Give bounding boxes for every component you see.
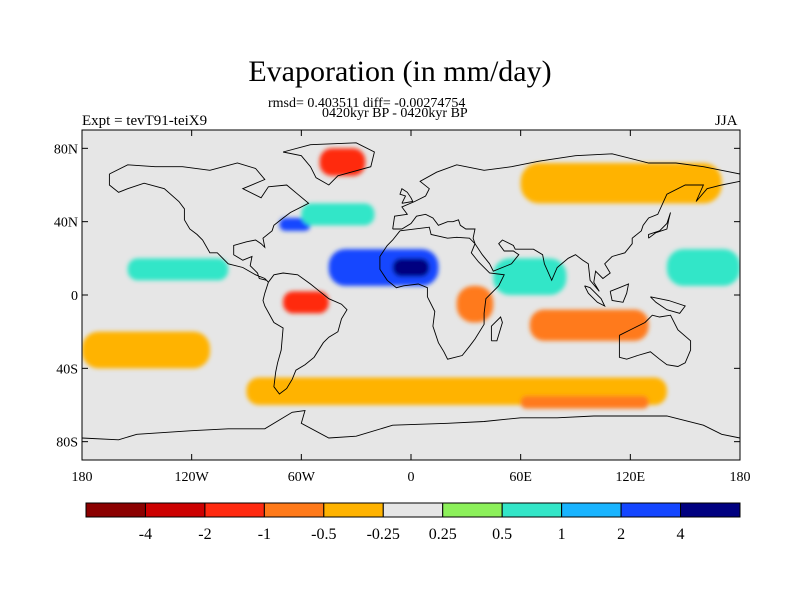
- season-label: JJA: [715, 113, 738, 129]
- colorbar-swatch: [382, 502, 444, 518]
- experiment-label: Expt = tevT91-teiX9: [82, 113, 208, 129]
- coastlines: [82, 142, 740, 441]
- lat-tick-label: 40S: [56, 362, 78, 377]
- coastline: [108, 162, 310, 283]
- colorbar-swatch: [144, 502, 206, 518]
- colorbar-swatch: [263, 502, 325, 518]
- colorbar-label: -0.5: [311, 526, 336, 543]
- colorbar-swatch: [501, 502, 563, 518]
- colorbar-swatch: [85, 502, 146, 518]
- lon-tick-label: 60E: [509, 470, 532, 485]
- field-region: [392, 258, 430, 277]
- colorbar-swatch: [204, 502, 265, 518]
- field-region: [319, 148, 366, 176]
- lat-tick-label: 80N: [54, 142, 78, 157]
- coastline: [82, 409, 740, 441]
- lat-tick-label: 40N: [54, 216, 78, 231]
- lon-tick-label: 60W: [288, 470, 316, 485]
- field-region: [127, 258, 229, 281]
- field-region: [82, 331, 210, 369]
- period-subtitle: 0420kyr BP - 0420kyr BP: [322, 106, 468, 121]
- colorbar: [85, 502, 741, 518]
- field-region: [283, 291, 329, 314]
- colorbar-label: -0.25: [367, 526, 400, 543]
- evaporation-field: [82, 148, 740, 409]
- map-frame: [81, 129, 741, 461]
- coastline: [648, 212, 671, 239]
- lat-tick-label: 80S: [56, 436, 78, 451]
- colorbar-label: 0.5: [492, 526, 512, 543]
- axis-tick-labels: 80N 40N 0 40S 80S 180 120W 60W 0 60E 120E 180: [54, 142, 751, 485]
- field-region: [456, 285, 494, 323]
- colorbar-label: -1: [258, 526, 271, 543]
- colorbar-swatch: [680, 502, 741, 518]
- plot-title: Evaporation (in mm/day): [248, 55, 552, 88]
- colorbar-label: 1: [558, 526, 566, 543]
- stats-subtitle: rmsd= 0.403511 diff= -0.00274754: [268, 96, 466, 111]
- coastline: [618, 314, 692, 367]
- coastline: [609, 283, 630, 303]
- coastline: [392, 180, 740, 292]
- coastline: [490, 316, 503, 342]
- lon-tick-label: 120W: [175, 470, 210, 485]
- coastline: [282, 142, 375, 186]
- field-region: [520, 163, 722, 204]
- field-region: [520, 395, 649, 409]
- coastline: [584, 285, 606, 308]
- colorbar-swatch: [620, 502, 682, 518]
- lon-tick-label: 180: [72, 470, 93, 485]
- field-region: [301, 203, 375, 226]
- field-region: [493, 258, 567, 295]
- colorbar-label: 4: [677, 526, 685, 543]
- coastline: [392, 153, 740, 230]
- colorbar-swatch: [561, 502, 622, 518]
- coastline: [650, 296, 686, 314]
- colorbar-swatch: [323, 502, 384, 518]
- lon-tick-label: 120E: [616, 470, 646, 485]
- colorbar-labels: -4 -2 -1 -0.5 -0.25 0.25 0.5 1 2 4: [139, 526, 685, 543]
- colorbar-swatch: [442, 502, 503, 518]
- colorbar-label: -4: [139, 526, 152, 543]
- colorbar-label: -2: [198, 526, 211, 543]
- colorbar-label: 2: [617, 526, 625, 543]
- colorbar-label: 0.25: [429, 526, 457, 543]
- coastline: [379, 226, 505, 360]
- lat-tick-label: 0: [71, 289, 78, 304]
- lon-tick-label: 180: [730, 470, 751, 485]
- field-region: [279, 218, 311, 231]
- coastline: [262, 272, 348, 395]
- coastline: [399, 188, 414, 204]
- field-region: [529, 309, 649, 341]
- field-region: [666, 249, 740, 286]
- lon-tick-label: 0: [408, 470, 415, 485]
